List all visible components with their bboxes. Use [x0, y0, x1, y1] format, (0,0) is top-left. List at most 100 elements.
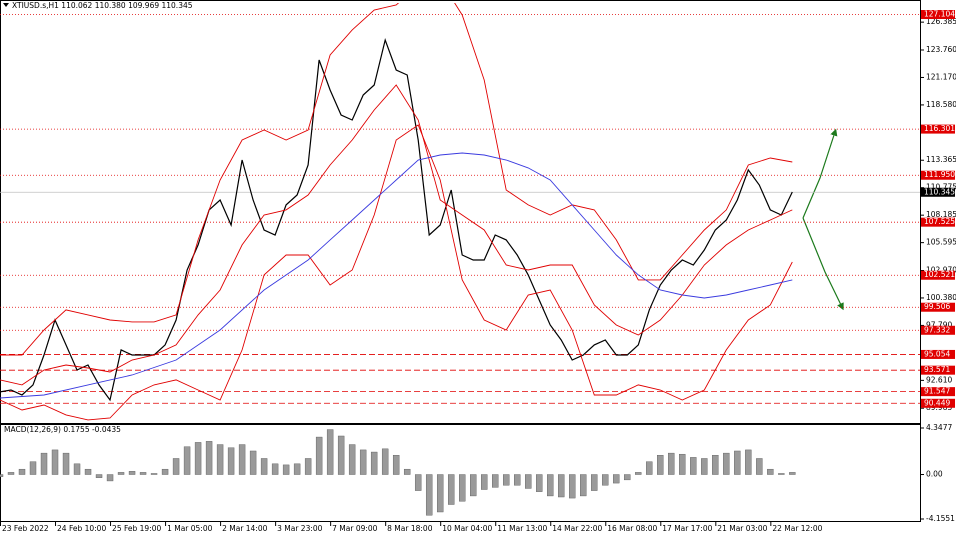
y-tick-label: 105.595 [926, 238, 956, 247]
macd-bar [635, 472, 642, 475]
series-line [0, 84, 793, 386]
macd-bar [249, 450, 257, 475]
level-tag [921, 365, 955, 375]
y-tick-label: 121.170 [926, 72, 956, 81]
level-label: 97.332 [924, 325, 950, 334]
macd-bar [569, 474, 576, 499]
macd-bar [591, 474, 598, 491]
macd-bar [139, 472, 147, 475]
y-tick-label: 123.760 [926, 45, 956, 54]
level-label: 111.950 [924, 170, 955, 179]
macd-bar [679, 453, 686, 475]
chart-title: XTIUSD.s,H1 110.062 110.380 109.969 110.… [12, 1, 193, 10]
macd-bar [73, 463, 81, 475]
macd-bar [778, 473, 785, 475]
x-tick-label: 14 Mar 22:00 [552, 524, 602, 533]
macd-bar [117, 472, 125, 475]
x-tick-label: 2 Mar 14:00 [222, 524, 268, 533]
level-tag [921, 387, 955, 397]
macd-bar [326, 429, 334, 475]
y-tick-label: 110.775 [926, 183, 956, 192]
x-tick-label: 10 Mar 04:00 [442, 524, 492, 533]
last-price-tag [921, 187, 955, 197]
level-label: 95.054 [924, 349, 950, 358]
up-arrow [802, 128, 838, 219]
y-tick-label: 92.610 [926, 375, 952, 384]
macd-bar [690, 457, 697, 475]
macd-bar [128, 471, 136, 475]
macd-bar [238, 444, 246, 475]
macd-bar [205, 441, 213, 475]
macd-bar [51, 449, 59, 475]
x-tick-label: 1 Mar 05:00 [167, 524, 213, 533]
menu-arrow[interactable] [3, 3, 9, 7]
x-tick-label: 25 Feb 19:00 [112, 524, 161, 533]
macd-bar [271, 463, 279, 475]
level-tag [921, 217, 955, 227]
x-tick-label: 11 Mar 13:00 [497, 524, 547, 533]
macd-bar [470, 474, 477, 497]
macd-bar [481, 474, 488, 490]
y-tick-label: 4.3477 [926, 423, 952, 432]
level-tag [921, 170, 955, 180]
macd-title: MACD(12,26,9) 0.1755 -0.0435 [4, 425, 121, 434]
macd-bar [767, 468, 774, 475]
level-label: 91.547 [924, 387, 950, 396]
y-tick-label: 113.365 [926, 155, 956, 164]
macd-bar [657, 455, 664, 475]
macd-bar [304, 458, 312, 475]
series-line [0, 3, 793, 356]
level-tag [921, 302, 955, 312]
macd-bar [613, 474, 620, 484]
x-tick-label: 24 Feb 10:00 [57, 524, 106, 533]
y-tick-label: 100.380 [926, 293, 956, 302]
macd-bar [359, 449, 367, 475]
macd-bar [492, 474, 499, 488]
series-line [0, 124, 793, 421]
macd-bar [282, 464, 290, 475]
macd-bar [414, 474, 422, 491]
macd-bar [734, 450, 741, 475]
macd-bar [84, 468, 92, 475]
macd-bar [425, 474, 433, 516]
macd-bar [7, 472, 15, 475]
level-tag [921, 398, 955, 408]
macd-bar [150, 473, 158, 475]
level-tag [921, 10, 955, 20]
macd-bar [756, 458, 763, 475]
macd-bar [723, 452, 730, 475]
y-tick-label: 108.185 [926, 210, 956, 219]
x-tick-label: 22 Mar 12:00 [772, 524, 822, 533]
x-tick-label: 17 Mar 17:00 [662, 524, 712, 533]
macd-bar [194, 442, 202, 475]
macd-bar [315, 436, 323, 475]
level-tag [921, 325, 955, 335]
macd-bar [668, 452, 675, 475]
macd-bar [293, 463, 301, 475]
macd-bar [558, 474, 565, 498]
macd-bar [403, 468, 411, 475]
macd-bar [646, 461, 653, 475]
macd-bar [525, 474, 532, 489]
y-tick-label: 126.385 [926, 17, 956, 26]
y-tick-label: -4.1551 [926, 514, 955, 523]
macd-bar [447, 474, 455, 505]
macd-bar [370, 451, 378, 475]
x-tick-label: 8 Mar 18:00 [387, 524, 433, 533]
panel [0, 429, 796, 516]
macd-bar [260, 458, 268, 475]
macd-bar [624, 474, 631, 481]
macd-bar [106, 474, 114, 482]
macd-bar [514, 474, 521, 486]
level-tag [921, 124, 955, 134]
direction-arrows [802, 128, 844, 311]
macd-bar [183, 446, 191, 475]
macd-bar [29, 461, 37, 475]
macd-bar [227, 447, 235, 475]
macd-bar [547, 474, 554, 497]
macd-bar [701, 458, 708, 475]
macd-bar [580, 474, 587, 497]
level-label: 93.571 [924, 365, 950, 374]
